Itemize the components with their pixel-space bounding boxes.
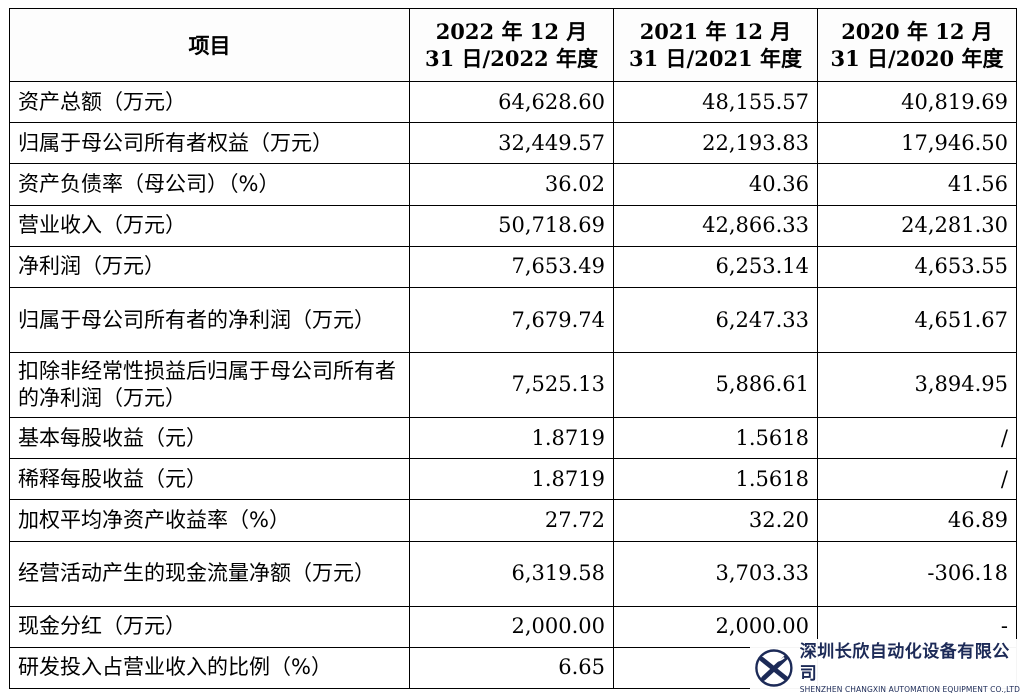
cell-2020: 3,894.95: [817, 352, 1017, 418]
cell-2020: /: [817, 416, 1017, 460]
cell-2020: 24,281.30: [817, 204, 1017, 247]
cell-2020: /: [817, 458, 1017, 501]
cell-2022: 6.65: [409, 646, 614, 690]
header-item: 项目: [9, 8, 410, 82]
cell-2022: 50,718.69: [409, 204, 614, 247]
cell-2020: 4,653.55: [817, 245, 1017, 289]
cell-2020: 4,651.67: [817, 287, 1017, 354]
row-label: 资产总额（万元）: [9, 80, 410, 124]
table-header-row: 项目 2022 年 12 月 31 日/2022 年度 2021 年 12 月 …: [9, 8, 1017, 82]
cell-2022: 64,628.60: [409, 80, 614, 124]
table-row: 扣除非经常性损益后归属于母公司所有者的净利润（万元） 7,525.13 5,88…: [9, 352, 1017, 418]
row-label: 稀释每股收益（元）: [9, 458, 410, 501]
cell-2020: 46.89: [817, 499, 1017, 542]
cell-2022: 7,679.74: [409, 287, 614, 354]
cell-2021: 32.20: [613, 499, 818, 542]
row-label: 营业收入（万元）: [9, 204, 410, 247]
cell-2020: 40,819.69: [817, 80, 1017, 124]
table-row: 基本每股收益（元） 1.8719 1.5618 /: [9, 416, 1017, 460]
cell-2021: 3,703.33: [613, 540, 818, 607]
cell-2021: 42,866.33: [613, 204, 818, 247]
cell-2022: 1.8719: [409, 458, 614, 501]
cell-2020: 17,946.50: [817, 122, 1017, 165]
table-row: 资产负债率（母公司）（%） 36.02 40.36 41.56: [9, 163, 1017, 206]
row-label: 净利润（万元）: [9, 245, 410, 289]
cell-2022: 7,525.13: [409, 352, 614, 418]
cell-2020: -306.18: [817, 540, 1017, 607]
header-2021: 2021 年 12 月 31 日/2021 年度: [613, 8, 818, 82]
cell-2022: 1.8719: [409, 416, 614, 460]
row-label: 基本每股收益（元）: [9, 416, 410, 460]
table-row: 资产总额（万元） 64,628.60 48,155.57 40,819.69: [9, 80, 1017, 124]
row-label: 加权平均净资产收益率（%）: [9, 499, 410, 542]
cell-2021: 40.36: [613, 163, 818, 206]
cell-2021: 6,247.33: [613, 287, 818, 354]
cell-2022: 7,653.49: [409, 245, 614, 289]
cell-2021: 1.5618: [613, 458, 818, 501]
row-label: 资产负债率（母公司）（%）: [9, 163, 410, 206]
table-row: 归属于母公司所有者权益（万元） 32,449.57 22,193.83 17,9…: [9, 122, 1017, 165]
table-row: 稀释每股收益（元） 1.8719 1.5618 /: [9, 458, 1017, 501]
table-row: 净利润（万元） 7,653.49 6,253.14 4,653.55: [9, 245, 1017, 289]
header-2022: 2022 年 12 月 31 日/2022 年度: [409, 8, 614, 82]
company-name-en: SHENZHEN CHANGXIN AUTOMATION EQUIPMENT C…: [799, 685, 1020, 694]
cell-2021: 1.5618: [613, 416, 818, 460]
company-watermark: 深圳长欣自动化设备有限公司 SHENZHEN CHANGXIN AUTOMATI…: [750, 639, 1020, 697]
row-label: 归属于母公司所有者权益（万元）: [9, 122, 410, 165]
row-label: 现金分红（万元）: [9, 605, 410, 648]
company-name-cn: 深圳长欣自动化设备有限公司: [799, 642, 1010, 684]
table-row: 归属于母公司所有者的净利润（万元） 7,679.74 6,247.33 4,65…: [9, 287, 1017, 354]
table-row: 经营活动产生的现金流量净额（万元） 6,319.58 3,703.33 -306…: [9, 540, 1017, 607]
cell-2022: 2,000.00: [409, 605, 614, 648]
row-label: 归属于母公司所有者的净利润（万元）: [9, 287, 410, 354]
table-row: 营业收入（万元） 50,718.69 42,866.33 24,281.30: [9, 204, 1017, 247]
row-label: 研发投入占营业收入的比例（%）: [9, 646, 410, 690]
company-logo-icon: [755, 649, 793, 687]
cell-2022: 36.02: [409, 163, 614, 206]
cell-2021: 48,155.57: [613, 80, 818, 124]
header-2020: 2020 年 12 月 31 日/2020 年度: [817, 8, 1017, 82]
cell-2022: 27.72: [409, 499, 614, 542]
table-row: 加权平均净资产收益率（%） 27.72 32.20 46.89: [9, 499, 1017, 542]
row-label: 扣除非经常性损益后归属于母公司所有者的净利润（万元）: [9, 352, 410, 418]
cell-2021: 5,886.61: [613, 352, 818, 418]
cell-2021: 22,193.83: [613, 122, 818, 165]
cell-2022: 32,449.57: [409, 122, 614, 165]
row-label: 经营活动产生的现金流量净额（万元）: [9, 540, 410, 607]
financial-summary-table: 项目 2022 年 12 月 31 日/2022 年度 2021 年 12 月 …: [9, 8, 1017, 690]
cell-2021: 6,253.14: [613, 245, 818, 289]
cell-2022: 6,319.58: [409, 540, 614, 607]
cell-2020: 41.56: [817, 163, 1017, 206]
